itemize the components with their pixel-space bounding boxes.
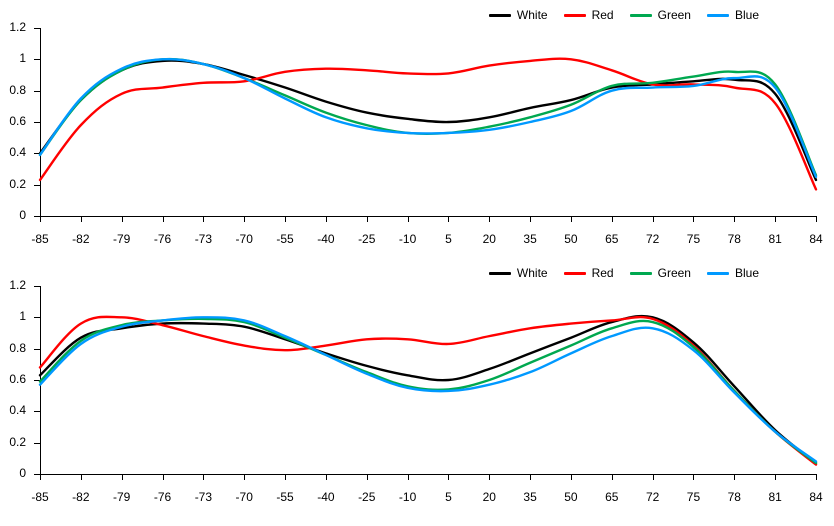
chart-panel-bottom: 00.20.40.60.811.2-85-82-79-76-73-70-55-4… [0, 258, 834, 526]
plot-lines [0, 0, 834, 258]
series-line-red [40, 59, 816, 190]
chart-panel-top: 00.20.40.60.811.2-85-82-79-76-73-70-55-4… [0, 0, 834, 258]
series-line-white [40, 61, 816, 180]
plot-lines [0, 258, 834, 526]
series-line-green [40, 59, 816, 175]
